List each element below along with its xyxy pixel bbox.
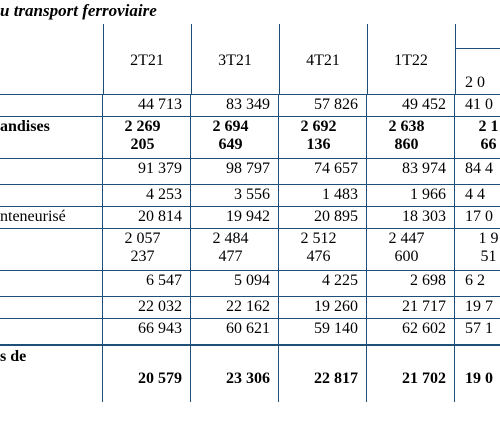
column-header-label: 1T22: [394, 52, 428, 69]
table-row: 44 713 83 349 57 826 49 452 41 0: [0, 94, 500, 117]
table-cell: 2 1 66: [478, 118, 499, 153]
table-cell: 2 269 205: [103, 117, 191, 159]
table-cell: 19 7: [465, 298, 493, 315]
column-header-label: 3T21: [218, 52, 252, 69]
table-cell: 2 698: [367, 271, 455, 297]
table-cell: 66 943: [103, 319, 191, 345]
table-cell: 19 0: [465, 370, 493, 387]
table-cell: 91 379: [103, 159, 191, 185]
table-cell: 22 032: [103, 297, 191, 319]
table-cell: 4 4: [465, 186, 485, 203]
table-row: 6 547 5 094 4 225 2 698 6 2: [0, 270, 500, 297]
column-header-2t21: 2T21: [103, 24, 192, 94]
table-cell: 1 966: [367, 185, 455, 207]
table-cell: 62 602: [367, 319, 455, 345]
table-title: u transport ferroviaire: [0, 1, 157, 20]
table-cell: 2 694 649: [191, 117, 279, 159]
row-label: [0, 319, 103, 345]
table-cell: 44 713: [103, 95, 191, 117]
table-cell: 1 9 51: [478, 230, 499, 265]
header-row-label-cell: [0, 24, 104, 94]
column-header-4t21: 4T21: [279, 24, 368, 94]
table-cell: 23 306: [191, 346, 279, 402]
table-cell: 20 895: [279, 207, 367, 229]
table-cell: 19 260: [279, 297, 367, 319]
table-cell: 4 253: [103, 185, 191, 207]
column-header-partial-label: 2 0: [465, 74, 485, 91]
row-label: [0, 185, 103, 207]
table-row: 2 057 237 2 484 477 2 512 476 2 447 600 1 9 51: [0, 228, 500, 271]
table-cell: 2 484 477: [191, 229, 279, 271]
table-cell: 1 483: [279, 185, 367, 207]
table-cell: 83 974: [367, 159, 455, 185]
table-cell: 3 556: [191, 185, 279, 207]
table-cell: 22 162: [191, 297, 279, 319]
column-header-label: 2T21: [130, 52, 164, 69]
table-cell: 20 579: [103, 346, 191, 402]
table-row: s de 20 579 23 306 22 817 21 702 19 0: [0, 344, 500, 402]
table-cell: 17 0: [465, 208, 493, 225]
table-cell: 6 2: [465, 272, 485, 289]
row-label: [0, 271, 103, 297]
table-cell: 83 349: [191, 95, 279, 117]
table-row: andises 2 269 205 2 694 649 2 692 136 2 638 860 2…: [0, 116, 500, 159]
table-cell: 2 692 136: [279, 117, 367, 159]
table-row: 4 253 3 556 1 483 1 966 4 4: [0, 184, 500, 207]
table-cell: 84 4: [465, 160, 493, 177]
table-row: nteneurisé 20 814 19 942 20 895 18 303 17 0: [0, 206, 500, 229]
table-cell: 21 717: [367, 297, 455, 319]
table-cell: 74 657: [279, 159, 367, 185]
table-cell: 5 094: [191, 271, 279, 297]
row-label: s de: [0, 346, 103, 402]
table-cell: 2 057 237: [103, 229, 191, 271]
row-label: nteneurisé: [0, 207, 103, 229]
row-label: [0, 229, 103, 271]
table-cell: 98 797: [191, 159, 279, 185]
table-cell: 2 638 860: [367, 117, 455, 159]
table-cell: 57 826: [279, 95, 367, 117]
table-cell: 18 303: [367, 207, 455, 229]
row-label: [0, 297, 103, 319]
table-row: 91 379 98 797 74 657 83 974 84 4: [0, 158, 500, 185]
table-cell: 20 814: [103, 207, 191, 229]
table-row: 22 032 22 162 19 260 21 717 19 7: [0, 296, 500, 319]
table-cell: 19 942: [191, 207, 279, 229]
row-label: [0, 95, 103, 117]
table-cell: 60 621: [191, 319, 279, 345]
table-cell: 57 1: [465, 320, 493, 337]
row-label: andises: [0, 117, 103, 159]
table-cell: 2 447 600: [367, 229, 455, 271]
column-header-partial: 2 0: [455, 24, 500, 94]
table-row: 66 943 60 621 59 140 62 602 57 1: [0, 318, 500, 345]
table-cell: 59 140: [279, 319, 367, 345]
table-cell: 4 225: [279, 271, 367, 297]
table-cell: 2 512 476: [279, 229, 367, 271]
column-header-label: 4T21: [306, 52, 340, 69]
table-cell: 41 0: [465, 96, 493, 113]
row-label: [0, 159, 103, 185]
table-cell: 22 817: [279, 346, 367, 402]
table-cell: 21 702: [367, 346, 455, 402]
column-header-3t21: 3T21: [191, 24, 280, 94]
table-cell: 6 547: [103, 271, 191, 297]
column-header-1t22: 1T22: [367, 24, 456, 94]
table-cell: 49 452: [367, 95, 455, 117]
